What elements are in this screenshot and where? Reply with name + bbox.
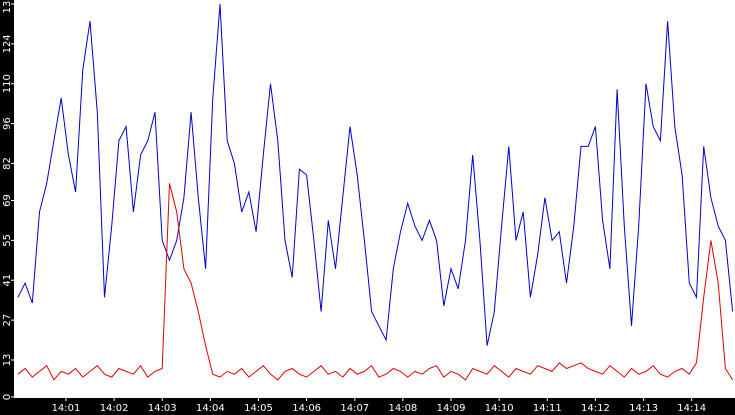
y-tick-label: 55: [2, 234, 13, 247]
x-tick-label: 14:12: [581, 403, 610, 414]
x-tick-label: 14:04: [196, 403, 225, 414]
y-tick-label: 27: [2, 314, 13, 327]
x-tick-label: 14:10: [485, 403, 514, 414]
y-tick-label: 0: [2, 394, 13, 400]
x-tick-label: 14:06: [292, 403, 321, 414]
x-tick-label: 14:09: [437, 403, 466, 414]
x-tick-label: 14:05: [244, 403, 273, 414]
x-tick-label: 14:03: [148, 403, 177, 414]
x-tick-label: 14:14: [677, 403, 706, 414]
series-line: [17, 183, 734, 381]
x-tick-label: 14:08: [388, 403, 417, 414]
y-tick-label: 82: [2, 157, 13, 170]
x-tick-label: 14:02: [100, 403, 129, 414]
y-tick-label: 96: [2, 117, 13, 130]
x-tick-label: 14:11: [533, 403, 562, 414]
y-tick-label: 41: [2, 274, 13, 287]
y-tick-label: 69: [2, 194, 13, 207]
x-axis-strip: [0, 398, 735, 415]
x-tick-label: 14:07: [340, 403, 369, 414]
y-tick-label: 138: [2, 0, 13, 14]
y-tick-label: 124: [2, 34, 13, 53]
x-tick-label: 14:01: [52, 403, 81, 414]
x-tick-label: 14:13: [629, 403, 658, 414]
y-tick-label: 13: [2, 354, 13, 367]
series-line: [17, 3, 734, 346]
y-tick-label: 110: [2, 74, 13, 93]
y-axis-strip: [0, 0, 14, 415]
